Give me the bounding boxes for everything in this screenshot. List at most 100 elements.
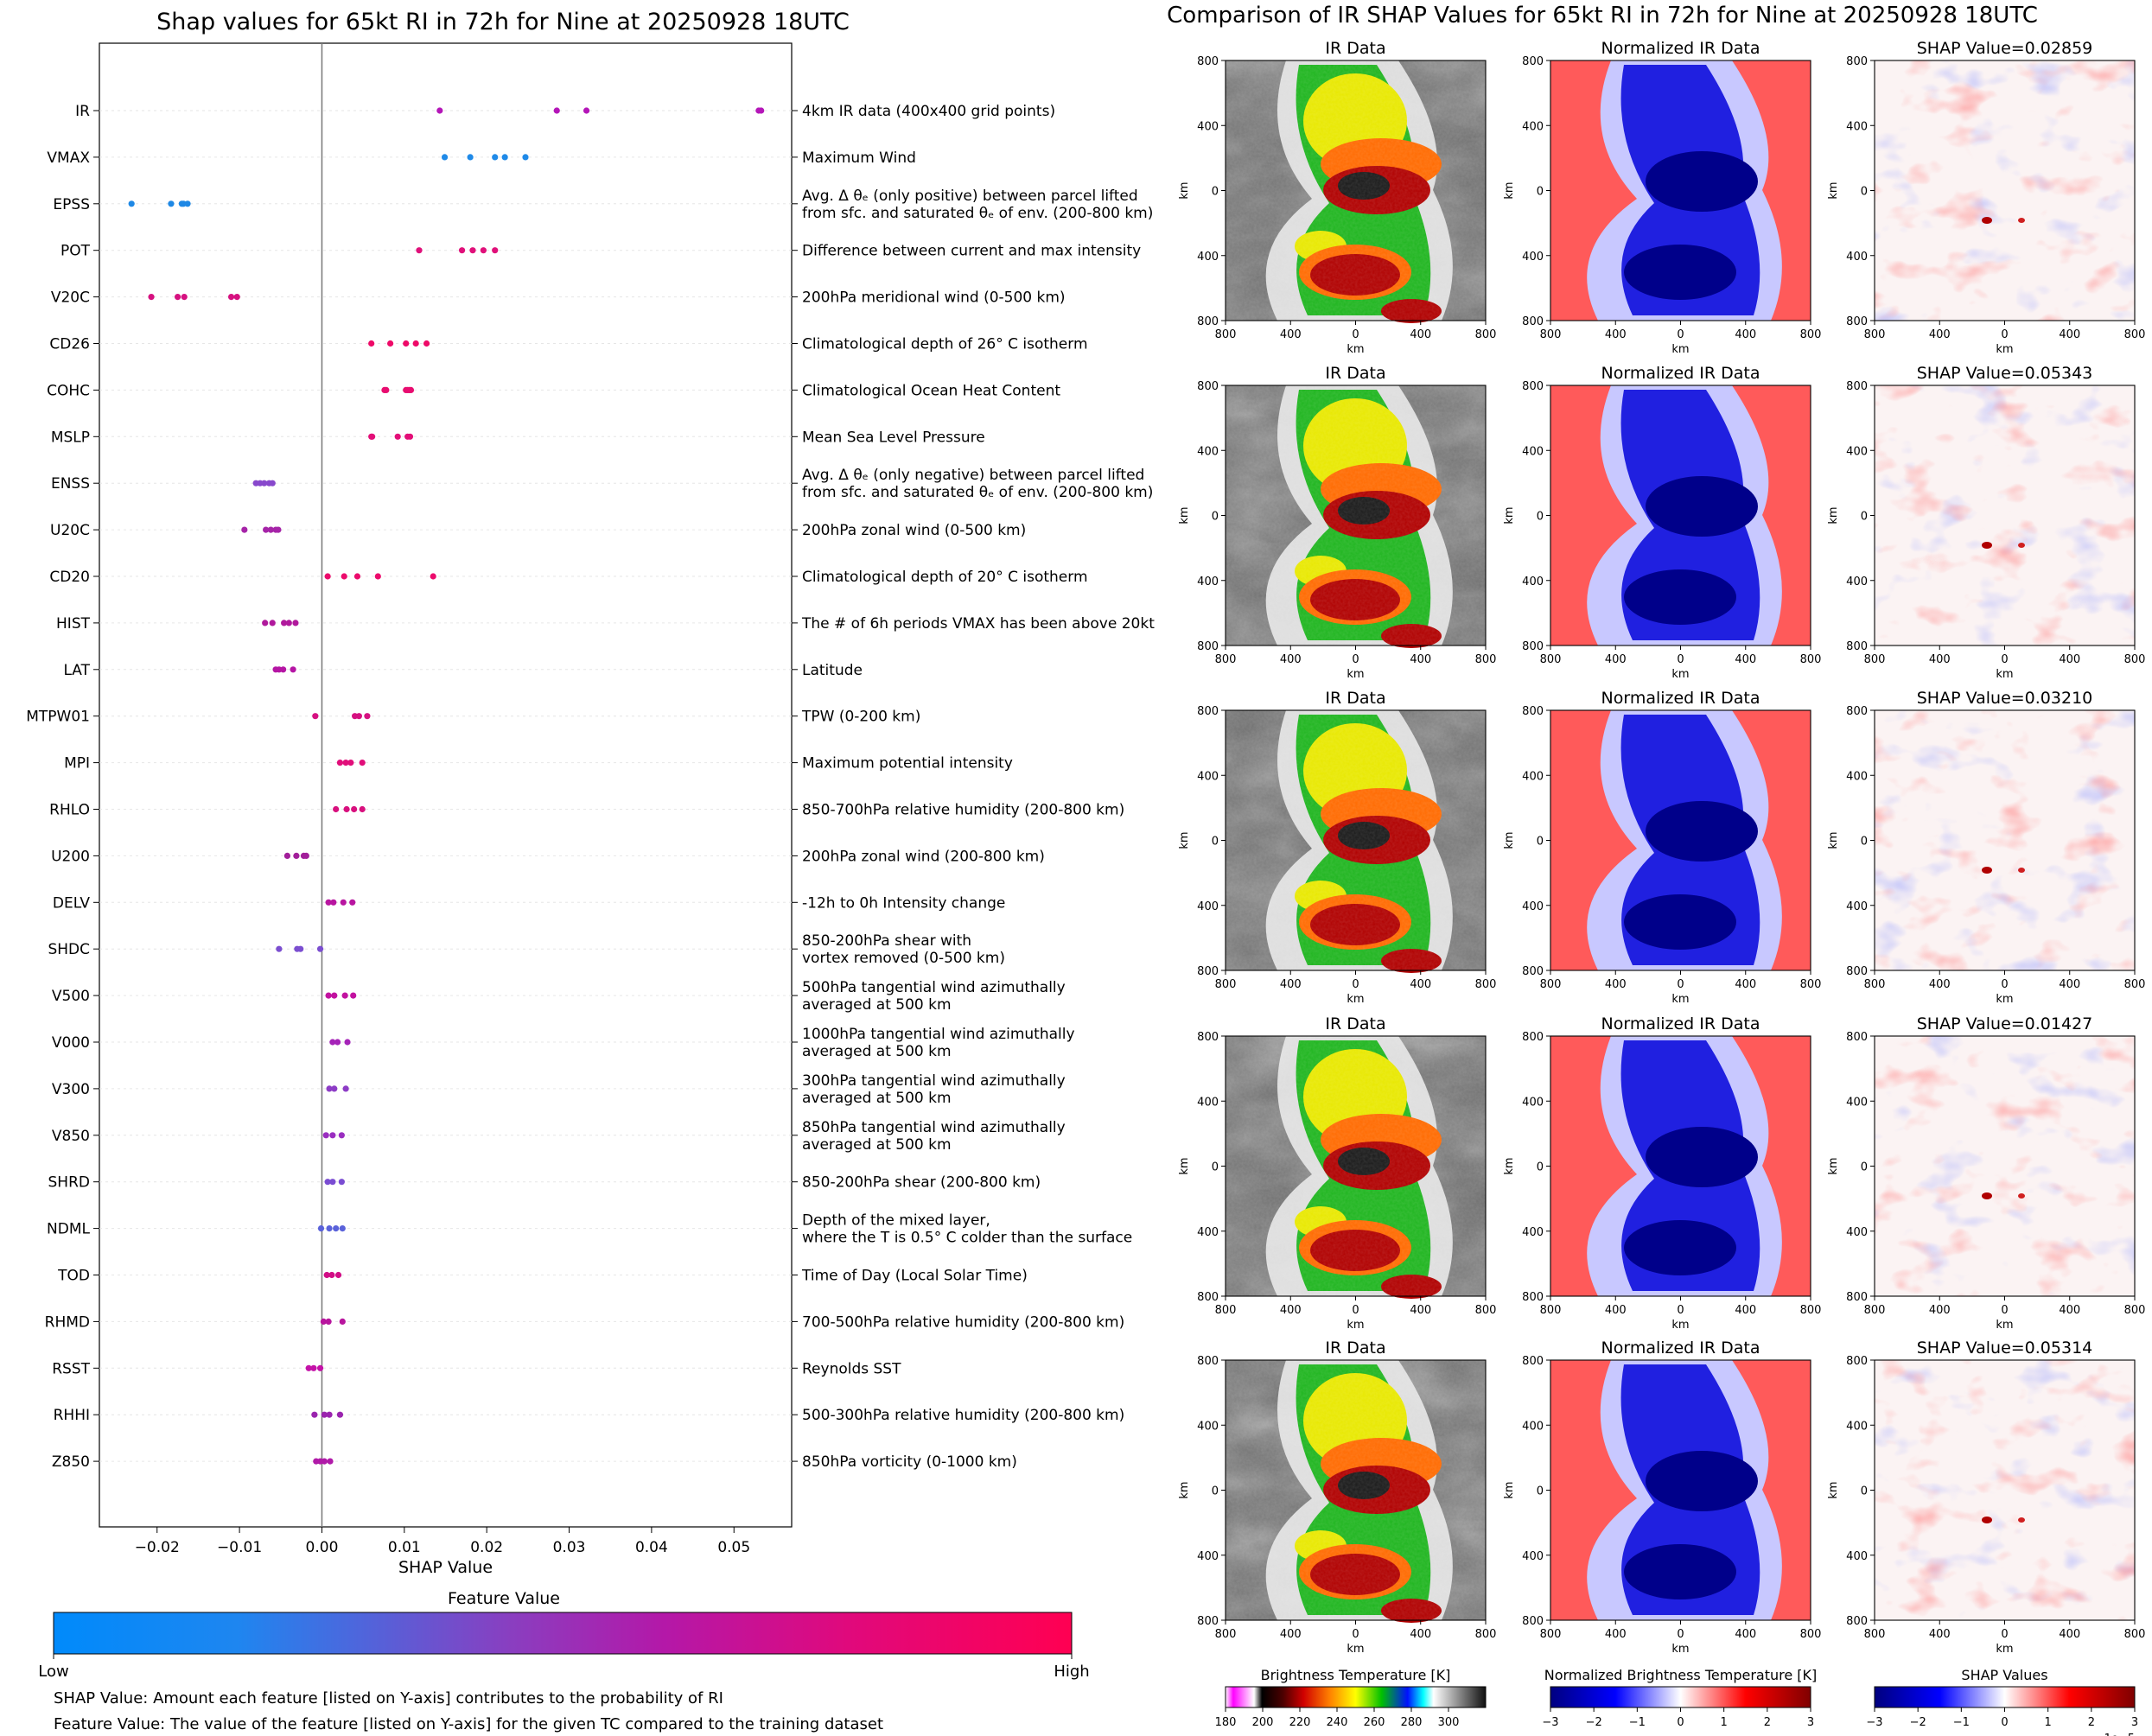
data-point — [281, 620, 288, 626]
data-point — [323, 1271, 330, 1279]
x-tick-label: 800 — [1540, 328, 1562, 341]
x-tick-label: 800 — [1540, 978, 1562, 991]
x-tick-label: −0.01 — [217, 1539, 262, 1556]
feature-description: 850-200hPa shear (200-800 km) — [802, 1174, 1041, 1192]
feature-description: Avg. Δ θₑ (only positive) between parcel… — [802, 188, 1138, 205]
y-tick-label: 400 — [1197, 1550, 1219, 1563]
x-tick-label: 800 — [1475, 1628, 1497, 1641]
colorbar-tick-label: 1 — [2045, 1716, 2052, 1729]
y-axis-label: km — [1503, 506, 1516, 524]
y-axis-label: km — [1178, 1481, 1191, 1498]
feature-description: averaged at 500 km — [802, 1136, 952, 1154]
x-tick-label: −0.02 — [135, 1539, 180, 1556]
y-tick-label: 400 — [1197, 1420, 1219, 1433]
y-tick-label: 800 — [1846, 1615, 1868, 1628]
x-tick-label: 800 — [1475, 978, 1497, 991]
shap-hotspot — [1982, 1517, 1992, 1523]
x-tick-label: 400 — [1280, 1628, 1302, 1641]
norm-dark — [1646, 476, 1758, 537]
x-tick-label: 0 — [1677, 1304, 1684, 1317]
data-point — [349, 899, 356, 906]
data-point — [336, 760, 344, 766]
x-tick-label: 400 — [1280, 653, 1302, 666]
x-tick-label: 800 — [1864, 653, 1886, 666]
y-tick-label: 800 — [1846, 640, 1868, 653]
x-tick-label: 400 — [1410, 328, 1431, 341]
y-tick-label: 0 — [1212, 1485, 1219, 1498]
colorbar — [1550, 1686, 1811, 1708]
x-tick-label: 400 — [2059, 328, 2080, 341]
y-axis-label: km — [1178, 1157, 1191, 1174]
data-point — [329, 1132, 336, 1139]
data-point — [353, 573, 361, 580]
x-axis-label: km — [1996, 668, 2013, 681]
feature-description: 1000hPa tangential wind azimuthally — [802, 1026, 1075, 1043]
cloud-red — [1310, 1230, 1400, 1271]
cloud-core — [1338, 497, 1390, 525]
x-tick-label: 800 — [2124, 328, 2146, 341]
panel-row: IR Data80080040040000400400800800kmkmNor… — [1178, 39, 2145, 356]
y-axis-label: km — [1827, 831, 1840, 849]
panel-title: IR Data — [1325, 1014, 1385, 1033]
y-tick-label: RHLO — [49, 802, 90, 819]
y-tick-label: 400 — [1522, 1550, 1544, 1563]
y-tick-label: 400 — [1197, 900, 1219, 913]
feature-description: Latitude — [802, 662, 863, 679]
y-tick-label: 400 — [1846, 1096, 1868, 1109]
colorbar-exponent: 1e−5 — [2104, 1733, 2135, 1736]
x-tick-label: 400 — [1929, 1304, 1951, 1317]
y-tick-label: HIST — [56, 615, 91, 633]
y-tick-label: 400 — [1846, 1420, 1868, 1433]
data-point — [359, 760, 366, 766]
y-tick-label: RHMD — [45, 1313, 90, 1331]
y-axis-label: km — [1178, 506, 1191, 524]
data-point — [404, 386, 411, 393]
cloud-red — [1381, 949, 1442, 973]
x-tick-label: 800 — [1864, 1304, 1886, 1317]
x-axis-label: km — [1671, 993, 1689, 1006]
x-tick-label: 800 — [1800, 1628, 1822, 1641]
x-tick-label: 400 — [1735, 653, 1756, 666]
data-point — [326, 1225, 333, 1232]
panel-title: SHAP Value=0.01427 — [1917, 1014, 2093, 1033]
y-axis-label: km — [1178, 181, 1191, 199]
y-tick-label: 0 — [1537, 511, 1544, 524]
data-point — [324, 573, 331, 580]
y-tick-label: 800 — [1846, 1031, 1868, 1044]
feature-description: Climatological depth of 26° C isotherm — [802, 336, 1088, 353]
x-tick-label: 800 — [2124, 653, 2146, 666]
x-axis-label: km — [1996, 1643, 2013, 1656]
y-tick-label: 800 — [1846, 1291, 1868, 1304]
data-point — [758, 107, 765, 114]
data-point — [339, 1225, 346, 1232]
x-tick-label: 400 — [1735, 1304, 1756, 1317]
y-tick-label: TOD — [57, 1268, 90, 1285]
y-tick-label: 400 — [1846, 1550, 1868, 1563]
y-tick-label: NDML — [47, 1221, 90, 1238]
y-tick-label: 0 — [1212, 836, 1219, 849]
y-tick-label: V20C — [51, 289, 90, 307]
data-point — [325, 899, 332, 906]
shap-hotspot — [1982, 867, 1992, 874]
feature-description: vortex removed (0-500 km) — [802, 950, 1005, 967]
panel-row: IR Data80080040040000400400800800kmkmNor… — [1178, 689, 2145, 1006]
y-tick-label: 800 — [1522, 55, 1544, 68]
x-tick-label: 400 — [1410, 1628, 1431, 1641]
x-tick-label: 400 — [2059, 653, 2080, 666]
y-tick-label: 800 — [1846, 965, 1868, 978]
feature-description: averaged at 500 km — [802, 996, 952, 1014]
x-tick-label: 400 — [1605, 653, 1627, 666]
y-tick-label: 0 — [1212, 511, 1219, 524]
colorbar-tick-label: 180 — [1215, 1716, 1237, 1729]
x-tick-label: 0.03 — [553, 1539, 586, 1556]
y-tick-label: V850 — [52, 1128, 90, 1145]
data-point — [311, 1411, 318, 1418]
x-tick-label: 400 — [1929, 1628, 1951, 1641]
x-axis-label: km — [1671, 668, 1689, 681]
colorbar-title: Normalized Brightness Temperature [K] — [1544, 1667, 1818, 1683]
feature-description: Avg. Δ θₑ (only negative) between parcel… — [802, 467, 1144, 484]
x-tick-label: 400 — [2059, 978, 2080, 991]
data-point — [290, 666, 296, 673]
cloud-red — [1310, 1554, 1400, 1595]
left-title: Shap values for 65kt RI in 72h for Nine … — [156, 9, 850, 35]
